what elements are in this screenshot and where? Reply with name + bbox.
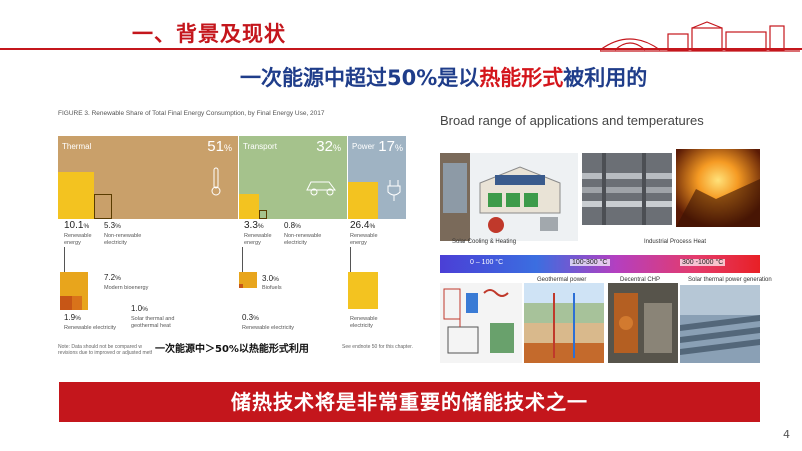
thermal-connector	[64, 247, 65, 273]
industrial-pipes-photo	[582, 153, 672, 225]
solar-thermal-photo	[680, 285, 760, 355]
thermal-solar-value: 1.0%	[131, 304, 148, 313]
thermal-renewable-caption: Renewable energy	[64, 233, 92, 246]
transport-renew-elec-caption: Renewable electricity	[242, 325, 294, 331]
transport-renewable-caption: Renewable energy	[244, 233, 272, 246]
university-logo	[600, 21, 800, 52]
solar-thermal-image	[680, 285, 760, 363]
header-divider	[0, 48, 802, 50]
power-renewable-caption: Renewable energy	[350, 233, 378, 246]
thermal-nonrenewable-value: 5.3%	[104, 221, 121, 230]
thermal-bioenergy-caption: Modern bioenergy	[104, 285, 149, 291]
chp-photo	[608, 283, 678, 363]
panel-transport: Transport 32%	[239, 136, 347, 219]
transport-connector	[242, 247, 243, 273]
car-icon	[306, 181, 336, 196]
thermal-solar-caption: Solar thermal and geothermal heat	[131, 316, 175, 329]
plug-icon	[387, 180, 401, 201]
temp-high: 300 -1000 °C	[680, 259, 726, 266]
transport-renew-elec-value: 0.3%	[242, 313, 259, 322]
panel-thermal: Thermal 51%	[58, 136, 238, 219]
transport-nonrenewable-value: 0.8%	[284, 221, 301, 230]
thermal-renew-elec-square	[60, 296, 72, 310]
label-chp: Decentral CHP	[620, 277, 661, 283]
label-industrial: Industrial Process Heat	[644, 239, 707, 245]
geothermal-diagram	[524, 283, 604, 363]
thermal-solar-square	[72, 296, 82, 310]
applications-figure: Broad range of applications and temperat…	[432, 105, 772, 370]
renewable-share-figure: FIGURE 3. Renewable Share of Total Final…	[58, 110, 418, 360]
figure-note: Note: Data should not be compared w revis…	[58, 344, 173, 356]
power-renew-elec-square	[348, 272, 378, 309]
subtitle-prefix: 一次能源中超过50%是以	[240, 66, 480, 90]
thermal-renewable-value: 10.1%	[64, 220, 90, 231]
solar-cooling-image	[440, 153, 578, 241]
label-solar-thermal: Solar thermal power generation	[688, 277, 772, 283]
transport-nonrenewable-square	[259, 210, 267, 219]
transport-biofuels-caption: Biofuels	[262, 285, 282, 291]
thermal-nonrenewable-square	[94, 194, 112, 219]
label-geothermal: Geothermal power	[537, 277, 587, 283]
industrial-pipes-image	[582, 153, 672, 225]
thermal-nonrenewable-caption: Non-renewable electricity	[104, 233, 142, 246]
temp-low: 0 – 100 °C	[470, 259, 504, 266]
thermometer-icon	[211, 167, 221, 196]
power-renewable-square	[348, 182, 378, 219]
figure-title: FIGURE 3. Renewable Share of Total Final…	[58, 110, 325, 117]
page-number: 4	[783, 428, 790, 441]
conclusion-banner: 储热技术将是非常重要的储能技术之一	[59, 382, 760, 422]
power-renewable-value: 26.4%	[350, 220, 376, 231]
schematic-image	[440, 283, 522, 363]
molten-metal-image	[676, 149, 760, 227]
figure-endnote: See endnote 50 for this chapter.	[342, 344, 413, 350]
thermal-bioenergy-value: 7.2%	[104, 273, 121, 282]
thermal-renewable-square	[58, 172, 94, 219]
section-title: 一、背景及现状	[132, 22, 286, 46]
transport-renew-elec-square	[239, 284, 243, 288]
temperature-scale-bar: 0 – 100 °C 100-300 °C 300 -1000 °C	[440, 255, 760, 273]
thermal-renew-elec-value: 1.9%	[64, 313, 81, 322]
subtitle: 一次能源中超过50%是以热能形式被利用的	[240, 62, 647, 92]
thermal-renew-elec-caption: Renewable electricity	[64, 325, 116, 331]
subtitle-suffix: 被利用的	[563, 66, 648, 90]
label-solar-cooling: Solar Cooling & Heating	[452, 239, 517, 245]
power-connector	[350, 247, 351, 273]
schematic-diagram	[443, 288, 514, 354]
panel-transport-percent: 32%	[316, 138, 341, 155]
panel-power: Power 17%	[348, 136, 406, 219]
molten-metal-photo	[676, 149, 760, 227]
overlay-caption: 一次能源中＞50%以热能形式利用	[152, 340, 312, 355]
temp-mid: 100-300 °C	[570, 259, 610, 266]
panel-power-percent: 17%	[378, 138, 403, 155]
applications-title: Broad range of applications and temperat…	[440, 113, 704, 128]
transport-biofuels-value: 3.0%	[262, 274, 279, 283]
geothermal-image	[524, 283, 604, 363]
transport-renewable-square	[239, 194, 259, 219]
panel-power-name: Power	[352, 142, 375, 151]
panel-transport-name: Transport	[243, 142, 277, 151]
transport-biofuels-square	[239, 272, 257, 288]
subtitle-highlight: 热能形式	[479, 66, 564, 90]
transport-nonrenewable-caption: Non-renewable electricity	[284, 233, 322, 246]
panel-thermal-percent: 51%	[207, 138, 232, 155]
power-renew-elec-caption: Renewable electricity	[350, 316, 378, 329]
chp-image	[608, 283, 678, 363]
panel-thermal-name: Thermal	[62, 142, 92, 151]
solar-cooling-diagram	[440, 153, 561, 241]
transport-renewable-value: 3.3%	[244, 220, 264, 231]
